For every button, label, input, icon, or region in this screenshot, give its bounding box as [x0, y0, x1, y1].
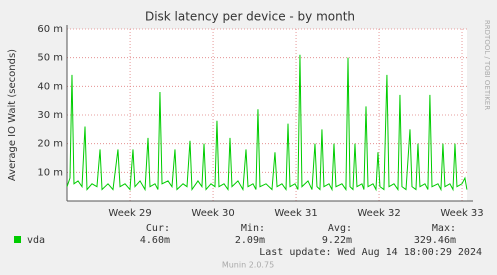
y-tick-label: 30 m [37, 110, 63, 121]
legend-swatch [14, 236, 21, 243]
x-tick-label: Week 31 [274, 208, 317, 219]
last-update: Last update: Wed Aug 14 18:00:29 2024 [259, 247, 482, 258]
legend-header: Min: [241, 223, 265, 234]
watermark: RRDTOOL / TOBI OETIKER [483, 20, 491, 110]
legend-header: Avg: [328, 223, 352, 234]
legend-value: 329.46m [414, 235, 456, 246]
x-tick-label: Week 33 [440, 208, 483, 219]
y-tick-label: 20 m [37, 139, 63, 150]
x-tick-label: Week 32 [357, 208, 400, 219]
x-tick-label: Week 29 [108, 208, 151, 219]
y-tick-label: 40 m [37, 81, 63, 92]
x-tick-label: Week 30 [191, 208, 234, 219]
y-tick-label: 60 m [37, 24, 63, 35]
y-tick-label: 10 m [37, 167, 63, 178]
legend-label: vda [27, 235, 45, 246]
data-line [66, 54, 468, 192]
chart-title: Disk latency per device - by month [145, 10, 355, 24]
footer: Munin 2.0.75 [222, 261, 274, 270]
y-tick-label: 50 m [37, 53, 63, 64]
legend-header: Cur: [146, 223, 170, 234]
legend-value: 9.22m [322, 235, 352, 246]
y-axis-label: Average IO Wait (seconds) [7, 49, 18, 181]
legend-value: 2.09m [235, 235, 265, 246]
legend-header: Max: [432, 223, 456, 234]
legend-value: 4.60m [140, 235, 170, 246]
